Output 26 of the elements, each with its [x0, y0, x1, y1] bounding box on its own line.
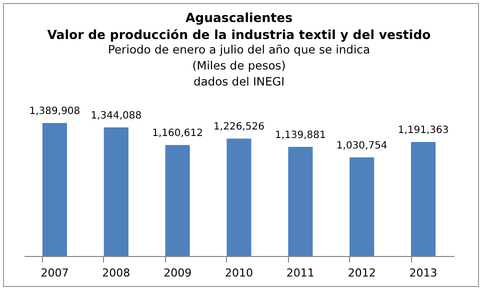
x-tick-label: 2011	[286, 266, 314, 280]
text: Periodo de enero a julio del año que se indica	[108, 42, 370, 56]
bar	[288, 146, 313, 256]
data-label: 1,344,088	[90, 110, 142, 122]
text: (Miles de pesos)	[192, 58, 286, 72]
data-label: 1,160,612	[152, 128, 204, 139]
bar	[104, 127, 128, 256]
x-tick-label: 2010	[225, 266, 253, 280]
x-tick-label: 2012	[348, 266, 376, 280]
bar	[350, 157, 374, 256]
text: dados del INEGI	[193, 74, 285, 88]
bar	[226, 138, 252, 256]
chart-title: Aguascalientes	[185, 10, 293, 25]
bar	[42, 123, 67, 256]
bar	[411, 142, 436, 256]
x-tick-label: 2013	[409, 266, 438, 280]
x-tick-label: 2009	[164, 266, 192, 280]
data-label: 1,226,526	[214, 122, 264, 133]
x-tick-label: 2008	[102, 266, 130, 280]
data-label: 1,030,754	[336, 140, 388, 152]
bar	[165, 144, 190, 256]
data-label: 1,389,908	[29, 106, 80, 117]
data-label: 1,139,881	[274, 130, 326, 141]
chart-subtitle: Valor de producción de la industria textil y del vestido	[47, 27, 432, 42]
x-tick-label: 2007	[40, 266, 69, 280]
data-label: 1,191,363	[398, 125, 449, 136]
